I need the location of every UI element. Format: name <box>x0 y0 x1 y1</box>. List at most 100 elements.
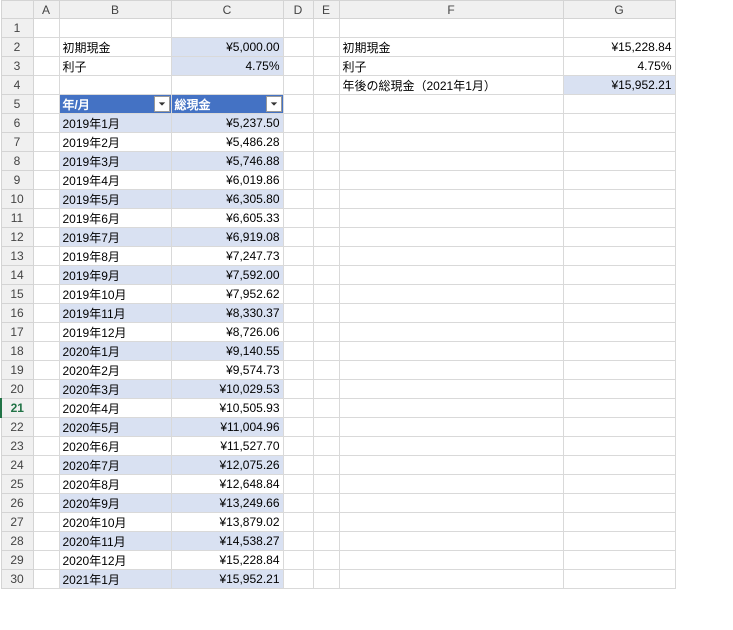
cell-E10[interactable] <box>313 190 339 209</box>
cell-F14[interactable] <box>339 266 563 285</box>
cell-D4[interactable] <box>283 76 313 95</box>
cell-D24[interactable] <box>283 456 313 475</box>
cell-E11[interactable] <box>313 209 339 228</box>
cell-F11[interactable] <box>339 209 563 228</box>
table-row-val[interactable]: ¥7,592.00 <box>171 266 283 285</box>
cell-A23[interactable] <box>33 437 59 456</box>
cell-A30[interactable] <box>33 570 59 589</box>
cell-C4[interactable] <box>171 76 283 95</box>
cell-F1[interactable] <box>339 19 563 38</box>
table-row-val[interactable]: ¥13,879.02 <box>171 513 283 532</box>
cell-A5[interactable] <box>33 95 59 114</box>
cell-A20[interactable] <box>33 380 59 399</box>
row-header-13[interactable]: 13 <box>1 247 33 266</box>
cell-A7[interactable] <box>33 133 59 152</box>
table-row-val[interactable]: ¥11,004.96 <box>171 418 283 437</box>
cell-D23[interactable] <box>283 437 313 456</box>
table-row-val[interactable]: ¥6,605.33 <box>171 209 283 228</box>
cell-A10[interactable] <box>33 190 59 209</box>
cell-G21[interactable] <box>563 399 675 418</box>
table-row-val[interactable]: ¥15,952.21 <box>171 570 283 589</box>
row-header-9[interactable]: 9 <box>1 171 33 190</box>
cell-D5[interactable] <box>283 95 313 114</box>
col-C[interactable]: C <box>171 1 283 19</box>
row-header-5[interactable]: 5 <box>1 95 33 114</box>
cell-F4[interactable]: 年後の総現金（2021年1月） <box>339 76 563 95</box>
table-row-val[interactable]: ¥6,019.86 <box>171 171 283 190</box>
cell-B4[interactable] <box>59 76 171 95</box>
cell-D26[interactable] <box>283 494 313 513</box>
table-row-val[interactable]: ¥11,527.70 <box>171 437 283 456</box>
table-row-ym[interactable]: 2020年3月 <box>59 380 171 399</box>
cell-F27[interactable] <box>339 513 563 532</box>
cell-E20[interactable] <box>313 380 339 399</box>
table-row-val[interactable]: ¥15,228.84 <box>171 551 283 570</box>
cell-G4[interactable]: ¥15,952.21 <box>563 76 675 95</box>
row-header-23[interactable]: 23 <box>1 437 33 456</box>
table-row-val[interactable]: ¥10,505.93 <box>171 399 283 418</box>
cell-E9[interactable] <box>313 171 339 190</box>
cell-D8[interactable] <box>283 152 313 171</box>
cell-A12[interactable] <box>33 228 59 247</box>
cell-G13[interactable] <box>563 247 675 266</box>
cell-B3[interactable]: 利子 <box>59 57 171 76</box>
cell-G8[interactable] <box>563 152 675 171</box>
cell-E1[interactable] <box>313 19 339 38</box>
cell-A6[interactable] <box>33 114 59 133</box>
cell-A18[interactable] <box>33 342 59 361</box>
cell-F20[interactable] <box>339 380 563 399</box>
table-row-ym[interactable]: 2020年5月 <box>59 418 171 437</box>
cell-E27[interactable] <box>313 513 339 532</box>
cell-G20[interactable] <box>563 380 675 399</box>
cell-F26[interactable] <box>339 494 563 513</box>
row-header-24[interactable]: 24 <box>1 456 33 475</box>
table-row-ym[interactable]: 2019年9月 <box>59 266 171 285</box>
row-header-14[interactable]: 14 <box>1 266 33 285</box>
cell-D18[interactable] <box>283 342 313 361</box>
cell-E2[interactable] <box>313 38 339 57</box>
column-headers[interactable]: A B C D E F G <box>1 1 675 19</box>
table-row-ym[interactable]: 2020年9月 <box>59 494 171 513</box>
cell-G6[interactable] <box>563 114 675 133</box>
cell-A2[interactable] <box>33 38 59 57</box>
cell-F10[interactable] <box>339 190 563 209</box>
cell-G12[interactable] <box>563 228 675 247</box>
row-header-30[interactable]: 30 <box>1 570 33 589</box>
col-A[interactable]: A <box>33 1 59 19</box>
cell-D25[interactable] <box>283 475 313 494</box>
row-header-8[interactable]: 8 <box>1 152 33 171</box>
cell-G3[interactable]: 4.75% <box>563 57 675 76</box>
table-row-ym[interactable]: 2020年1月 <box>59 342 171 361</box>
table-row-ym[interactable]: 2019年12月 <box>59 323 171 342</box>
cell-A17[interactable] <box>33 323 59 342</box>
table-row-val[interactable]: ¥6,305.80 <box>171 190 283 209</box>
cell-F9[interactable] <box>339 171 563 190</box>
cell-F7[interactable] <box>339 133 563 152</box>
row-header-10[interactable]: 10 <box>1 190 33 209</box>
worksheet[interactable]: A B C D E F G 12初期現金¥5,000.00初期現金¥15,228… <box>0 0 733 630</box>
table-row-val[interactable]: ¥9,574.73 <box>171 361 283 380</box>
cell-D3[interactable] <box>283 57 313 76</box>
row-header-19[interactable]: 19 <box>1 361 33 380</box>
cell-C1[interactable] <box>171 19 283 38</box>
table-row-ym[interactable]: 2019年5月 <box>59 190 171 209</box>
table-row-ym[interactable]: 2020年4月 <box>59 399 171 418</box>
cell-D9[interactable] <box>283 171 313 190</box>
cell-E17[interactable] <box>313 323 339 342</box>
cell-G27[interactable] <box>563 513 675 532</box>
cell-D19[interactable] <box>283 361 313 380</box>
row-header-28[interactable]: 28 <box>1 532 33 551</box>
cell-D12[interactable] <box>283 228 313 247</box>
cell-F28[interactable] <box>339 532 563 551</box>
cell-E8[interactable] <box>313 152 339 171</box>
cell-A8[interactable] <box>33 152 59 171</box>
cell-G25[interactable] <box>563 475 675 494</box>
row-header-1[interactable]: 1 <box>1 19 33 38</box>
cell-E24[interactable] <box>313 456 339 475</box>
row-header-18[interactable]: 18 <box>1 342 33 361</box>
row-header-3[interactable]: 3 <box>1 57 33 76</box>
cell-G18[interactable] <box>563 342 675 361</box>
cell-E16[interactable] <box>313 304 339 323</box>
cell-D16[interactable] <box>283 304 313 323</box>
cell-A21[interactable] <box>33 399 59 418</box>
